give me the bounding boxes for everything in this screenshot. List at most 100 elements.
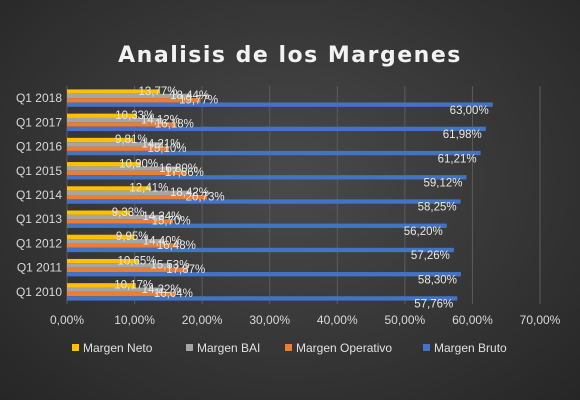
bar (67, 291, 176, 297)
data-label: 13,77% (139, 86, 178, 98)
legend-label: Margen BAI (197, 341, 260, 355)
data-label: 15,70% (152, 216, 191, 228)
legend: Margen Neto Margen BAI Margen Operativo Mar… (72, 341, 507, 355)
bar (67, 267, 188, 273)
bar (67, 214, 164, 220)
legend-swatch (423, 344, 430, 351)
axes: 0,00% 10,00% 20,00% 30,00% 40,00% 50,00% 60,00… (16, 91, 561, 327)
data-label: 19,77% (179, 94, 218, 106)
bar (67, 117, 163, 123)
bar (67, 113, 137, 118)
data-label: 10,33% (115, 110, 154, 122)
data-label: 16,04% (154, 288, 193, 300)
bar (67, 142, 164, 147)
bar (67, 195, 208, 200)
y-tick-label: Q1 2011 (17, 261, 62, 275)
data-label: 61,21% (438, 153, 477, 165)
data-labels: 10,17%14,22%16,04% 57,76% 10,65%15,53%17,8… (112, 86, 489, 311)
data-label: 14,22% (142, 284, 181, 296)
bar (67, 243, 179, 248)
y-tick-label: Q1 2013 (16, 212, 62, 226)
legend-swatch (285, 344, 292, 351)
bar (67, 102, 493, 107)
data-label: 17,87% (166, 264, 205, 276)
data-label: 16,18% (155, 119, 194, 131)
x-tick-label: 10,00% (114, 313, 155, 327)
data-label: 15,53% (150, 260, 189, 272)
data-label: 9,33% (112, 207, 145, 219)
bar (67, 89, 161, 94)
bar (67, 234, 135, 240)
legend-swatch (186, 344, 193, 351)
data-label: 10,90% (119, 158, 158, 170)
y-tick-label: Q1 2010 (16, 285, 62, 299)
bar (67, 258, 139, 264)
bar (67, 137, 134, 143)
y-tick-label: Q1 2014 (16, 188, 62, 202)
bar (67, 186, 151, 191)
data-label: 56,20% (404, 226, 443, 238)
data-label: 57,26% (411, 250, 450, 262)
bar (67, 166, 181, 171)
data-label: 9,81% (115, 134, 148, 146)
y-tick-label: Q1 2012 (16, 236, 62, 250)
bar (67, 287, 164, 292)
chart-title: Analisis de los Margenes (118, 43, 462, 68)
y-tick-label: Q1 2017 (16, 115, 62, 129)
data-label: 61,98% (443, 129, 482, 141)
legend-label: Margen Operativo (296, 341, 392, 355)
x-tick-label: 0,00% (50, 313, 84, 327)
data-label: 14,40% (143, 235, 182, 247)
y-tick-label: Q1 2015 (16, 164, 62, 178)
bar (67, 223, 447, 228)
bar (67, 219, 174, 224)
x-tick-label: 40,00% (317, 313, 358, 327)
data-label: 17,66% (165, 167, 204, 179)
bar (67, 122, 177, 127)
data-label: 20,73% (186, 191, 225, 203)
bar (67, 210, 131, 215)
data-label: 58,30% (418, 274, 457, 286)
x-tick-label: 30,00% (249, 313, 290, 327)
data-label: 63,00% (450, 105, 489, 117)
bar (67, 175, 467, 180)
x-tick-label: 50,00% (385, 313, 426, 327)
y-tick-label: Q1 2018 (16, 91, 62, 105)
data-label: 10,65% (117, 255, 156, 267)
bar (67, 150, 481, 156)
data-label: 57,76% (414, 299, 453, 311)
bar (67, 247, 454, 253)
x-tick-label: 70,00% (520, 313, 561, 327)
data-label: 16,80% (159, 163, 198, 175)
bar (67, 162, 141, 167)
data-label: 10,17% (114, 280, 153, 292)
x-tick-label: 60,00% (452, 313, 493, 327)
bar (67, 283, 136, 288)
legend-label: Margen Neto (83, 341, 153, 355)
data-label: 14,21% (142, 139, 181, 151)
bar (67, 296, 458, 301)
bar (67, 126, 486, 132)
data-label: 58,25% (418, 202, 457, 214)
bar (67, 170, 187, 176)
bar (67, 272, 461, 277)
y-tick-label: Q1 2016 (16, 140, 62, 154)
legend-label: Margen Bruto (434, 341, 507, 355)
data-label: 14,34% (142, 211, 181, 223)
data-label: 59,12% (423, 177, 462, 189)
legend-swatch (72, 344, 79, 351)
data-label: 18,44% (170, 90, 209, 102)
bar (67, 190, 192, 195)
data-label: 15,10% (148, 143, 187, 155)
bar (67, 199, 461, 204)
bar (67, 263, 172, 268)
bar (67, 239, 165, 244)
bar (67, 146, 170, 151)
data-label: 16,48% (157, 240, 196, 252)
data-label: 9,95% (116, 231, 149, 243)
bar (67, 93, 192, 99)
bar (67, 98, 201, 103)
bars (67, 89, 493, 301)
